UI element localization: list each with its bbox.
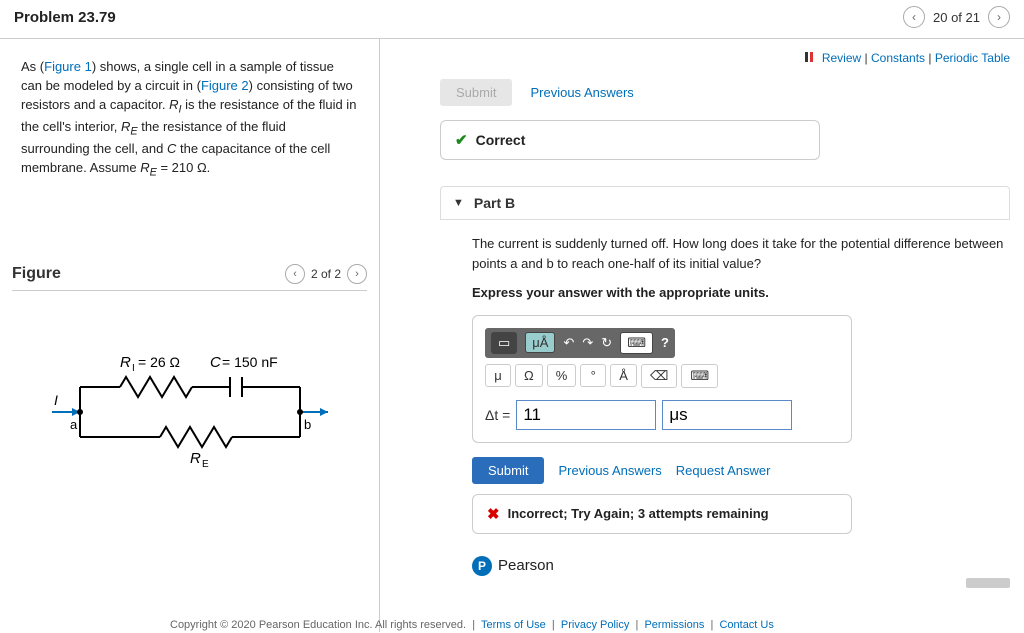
degree-button[interactable]: ° [580, 364, 606, 387]
pager-text: 20 of 21 [933, 10, 980, 25]
feedback-tab[interactable] [966, 578, 1010, 588]
check-icon: ✔ [455, 131, 468, 149]
figure-pager-text: 2 of 2 [311, 267, 341, 281]
svg-text:= 150 nF: = 150 nF [222, 354, 278, 370]
help-icon[interactable]: ? [661, 335, 669, 350]
pearson-logo: P Pearson [472, 556, 1010, 576]
answer-label: Δt = [485, 407, 510, 423]
next-problem-button[interactable]: › [988, 6, 1010, 28]
correct-feedback: ✔ Correct [440, 120, 820, 160]
instruction-text: Express your answer with the appropriate… [472, 283, 1008, 303]
constants-link[interactable]: Constants [871, 51, 925, 65]
part-b-header[interactable]: ▼ Part B [440, 186, 1010, 220]
mu-button[interactable]: μ [485, 364, 511, 387]
keyboard2-button[interactable]: ⌨ [681, 364, 718, 388]
unit-input[interactable] [662, 400, 792, 430]
svg-text:b: b [304, 417, 311, 432]
svg-text:= 26 Ω: = 26 Ω [138, 354, 180, 370]
svg-text:I: I [54, 392, 58, 408]
footer: Copyright © 2020 Pearson Education Inc. … [170, 619, 774, 631]
submit-button[interactable]: Submit [472, 457, 544, 484]
request-answer-link[interactable]: Request Answer [676, 463, 771, 478]
top-links: Review | Constants | Periodic Table [440, 51, 1010, 65]
keyboard-icon[interactable]: ⌨ [620, 332, 653, 354]
prev-problem-button[interactable]: ‹ [903, 6, 925, 28]
answer-area: ▭ μÅ ↶ ↷ ↻ ⌨ ? μ Ω % ° Å ⌫ ⌨ Δt = [472, 315, 852, 443]
review-link[interactable]: Review [822, 51, 861, 65]
value-input[interactable] [516, 400, 656, 430]
svg-text:E: E [202, 459, 209, 470]
format-toolbar: ▭ μÅ ↶ ↷ ↻ ⌨ ? [485, 328, 675, 358]
omega-button[interactable]: Ω [515, 364, 543, 387]
problem-description: As (Figure 1) shows, a single cell in a … [12, 47, 367, 192]
periodic-table-link[interactable]: Periodic Table [935, 51, 1010, 65]
question-text: The current is suddenly turned off. How … [472, 234, 1008, 273]
svg-text:a: a [70, 417, 78, 432]
previous-answers-link-a[interactable]: Previous Answers [530, 85, 633, 100]
svg-text:R: R [120, 354, 131, 371]
redo-icon[interactable]: ↷ [582, 335, 593, 351]
svg-text:I: I [132, 363, 135, 374]
svg-text:C: C [210, 354, 221, 371]
previous-answers-link-b[interactable]: Previous Answers [558, 463, 661, 478]
reset-icon[interactable]: ↻ [601, 335, 612, 351]
privacy-link[interactable]: Privacy Policy [561, 619, 629, 631]
pearson-icon: P [472, 556, 492, 576]
percent-button[interactable]: % [547, 364, 577, 387]
problem-pager: ‹ 20 of 21 › [903, 6, 1010, 28]
terms-link[interactable]: Terms of Use [481, 619, 546, 631]
incorrect-feedback: ✖ Incorrect; Try Again; 3 attempts remai… [472, 494, 852, 534]
template-icon[interactable]: ▭ [491, 332, 517, 354]
figure-title: Figure [12, 265, 61, 283]
symbol-toolbar: μ Ω % ° Å ⌫ ⌨ [485, 364, 839, 388]
figure-next-button[interactable]: › [347, 264, 367, 284]
backspace-button[interactable]: ⌫ [641, 364, 677, 388]
circuit-diagram: RI = 26 Ω C = 150 nF RE I a b [40, 327, 340, 477]
figure1-link[interactable]: Figure 1 [44, 59, 92, 74]
collapse-icon: ▼ [453, 197, 464, 209]
permissions-link[interactable]: Permissions [644, 619, 704, 631]
aring-button[interactable]: Å [610, 364, 637, 387]
units-button[interactable]: μÅ [525, 332, 555, 353]
x-icon: ✖ [487, 505, 500, 523]
undo-icon[interactable]: ↶ [563, 335, 574, 351]
page-title: Problem 23.79 [14, 9, 116, 26]
svg-text:R: R [190, 450, 201, 467]
contact-link[interactable]: Contact Us [719, 619, 773, 631]
submit-disabled-button: Submit [440, 79, 512, 106]
figure2-link[interactable]: Figure 2 [201, 78, 249, 93]
figure-prev-button[interactable]: ‹ [285, 264, 305, 284]
